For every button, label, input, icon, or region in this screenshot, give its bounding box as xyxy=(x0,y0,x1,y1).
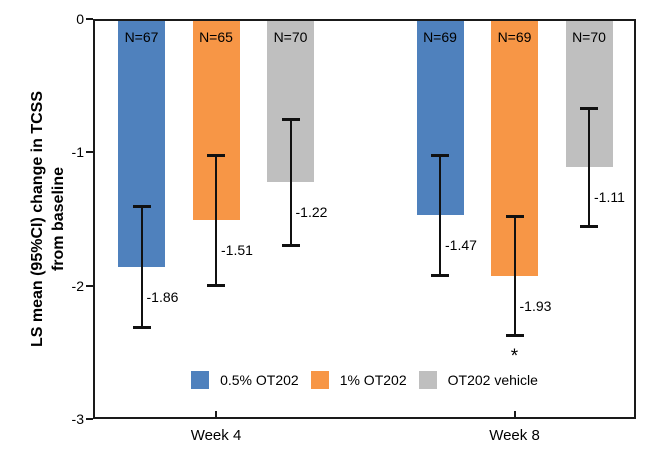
error-bar-cap-bottom xyxy=(580,225,598,228)
value-label: -1.51 xyxy=(221,242,253,259)
n-label: N=69 xyxy=(423,29,457,45)
value-label: -1.93 xyxy=(519,298,552,315)
n-label: N=69 xyxy=(497,29,532,45)
legend: 0.5% OT202 1% OT202 OT202 vehicle xyxy=(93,371,636,389)
x-tick-label-week-8: Week 8 xyxy=(489,427,540,444)
n-label: N=67 xyxy=(124,29,159,45)
y-tick-mark xyxy=(86,418,93,420)
x-tick-label-week-4: Week 4 xyxy=(190,427,242,444)
significance-star: * xyxy=(510,346,519,368)
error-bar-cap-top xyxy=(132,204,151,208)
legend-item-ot202-vehicle: OT202 vehicle xyxy=(418,371,538,389)
legend-label: 0.5% OT202 xyxy=(220,372,299,388)
error-bar-cap-bottom xyxy=(505,334,524,338)
error-bar-cap-bottom xyxy=(281,243,300,247)
error-bar-line xyxy=(140,205,143,329)
error-bar-cap-top xyxy=(580,107,598,111)
value-label: -1.11 xyxy=(594,189,625,205)
error-bar-line xyxy=(289,119,292,246)
y-tick-label: -1 xyxy=(71,144,84,161)
error-bar-cap-bottom xyxy=(431,274,449,278)
legend-swatch-0-5-ot202 xyxy=(191,371,210,389)
value-label: -1.47 xyxy=(445,237,477,253)
y-tick-label: -3 xyxy=(71,411,84,427)
n-label: N=65 xyxy=(199,29,233,45)
y-tick-mark xyxy=(86,18,93,20)
legend-label: 1% OT202 xyxy=(339,372,407,388)
error-bar-cap-bottom xyxy=(132,326,151,330)
legend-item-1-ot202: 1% OT202 xyxy=(310,371,407,389)
legend-item-0-5-ot202: 0.5% OT202 xyxy=(191,371,299,389)
error-bar-line xyxy=(588,108,590,227)
n-label: N=70 xyxy=(572,29,606,45)
legend-label: OT202 vehicle xyxy=(447,372,538,388)
error-bar-line xyxy=(215,155,217,286)
y-tick-label: 0 xyxy=(76,11,84,27)
x-tick-mark xyxy=(513,411,516,419)
error-bar-cap-top xyxy=(431,154,449,157)
error-bar-line xyxy=(439,155,441,277)
legend-swatch-ot202-vehicle xyxy=(418,371,437,389)
plot-border xyxy=(93,19,636,419)
error-bar-cap-bottom xyxy=(207,283,225,287)
y-axis-title: LS mean (95%CI) change in TCSS from base… xyxy=(27,4,69,434)
value-label: -1.86 xyxy=(146,289,179,305)
value-label: -1.22 xyxy=(295,203,328,220)
y-axis-title-line1: LS mean (95%CI) change in TCSS xyxy=(29,90,46,348)
error-bar-cap-top xyxy=(505,215,524,219)
y-tick-mark xyxy=(86,151,93,154)
y-tick-mark xyxy=(86,284,93,287)
error-bar-cap-top xyxy=(281,118,300,121)
n-label: N=70 xyxy=(273,29,308,45)
error-bar-cap-top xyxy=(207,154,225,157)
x-tick-mark xyxy=(215,411,217,419)
legend-swatch-1-ot202 xyxy=(310,371,329,389)
y-tick-label: -2 xyxy=(71,277,84,294)
error-bar-line xyxy=(513,216,516,337)
y-axis-title-line2: from baseline xyxy=(50,166,67,272)
